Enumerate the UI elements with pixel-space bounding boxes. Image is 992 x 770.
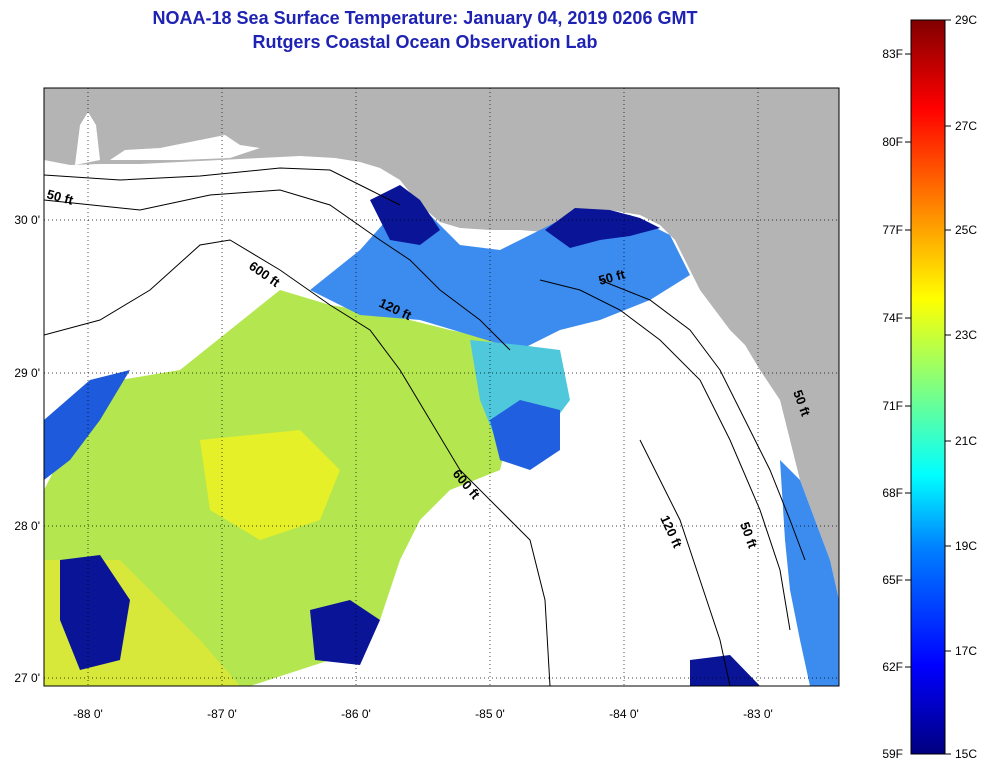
land-north [44, 88, 839, 600]
colorbar-f-label: 71F [882, 399, 903, 413]
colorbar-f-label: 80F [882, 135, 903, 149]
sst-se-dark [690, 655, 760, 686]
bay-mobile [75, 112, 100, 165]
x-tick-label: -84 0' [609, 707, 639, 721]
colorbar-f-label: 68F [882, 486, 903, 500]
sst-cool-strip [490, 400, 560, 470]
x-tick-label: -88 0' [73, 707, 103, 721]
colorbar-c-label: 15C [955, 747, 977, 761]
sst-nearshore-dark [545, 208, 660, 248]
graticule [44, 88, 839, 686]
map-title: NOAA-18 Sea Surface Temperature: January… [152, 8, 698, 28]
colorbar-c-label: 23C [955, 328, 977, 342]
sst-south-dark [310, 600, 380, 665]
colorbar-f-label: 65F [882, 573, 903, 587]
colorbar-f-label: 83F [882, 47, 903, 61]
contour-label: 50 ft [597, 266, 627, 288]
contour-label: 50 ft [45, 186, 75, 208]
x-tick-label: -83 0' [743, 707, 773, 721]
colorbar-c-label: 25C [955, 223, 977, 237]
colorbar-c-label: 29C [955, 13, 977, 27]
bathymetry-contours [44, 167, 806, 686]
bay-pensacola [110, 135, 260, 160]
x-tick-label: -87 0' [207, 707, 237, 721]
sst-yellow-patch [200, 430, 340, 540]
colorbar-c-label: 17C [955, 644, 977, 658]
colorbar-c-label: 21C [955, 434, 977, 448]
colorbar-f-label: 74F [882, 311, 903, 325]
colorbar-ticks [905, 19, 951, 755]
colorbar-f-label: 62F [882, 660, 903, 674]
y-tick-label: 27 0' [14, 671, 40, 685]
sst-nearshore-dark-2 [370, 185, 440, 245]
colorbar-f-label: 77F [882, 223, 903, 237]
colorbar-f-label: 59F [882, 747, 903, 761]
sst-coast-strip [780, 460, 839, 686]
map-border [43, 87, 840, 687]
x-tick-label: -86 0' [341, 707, 371, 721]
y-tick-label: 28 0' [14, 519, 40, 533]
map-subtitle: Rutgers Coastal Ocean Observation Lab [252, 32, 598, 52]
sst-west-cool-2 [60, 555, 130, 670]
colorbar-c-label: 27C [955, 119, 977, 133]
y-tick-label: 30 0' [14, 213, 40, 227]
sst-west-cool [44, 370, 130, 480]
x-tick-label: -85 0' [475, 707, 505, 721]
colorbar [910, 19, 946, 755]
y-tick-label: 29 0' [14, 366, 40, 380]
colorbar-c-label: 19C [955, 539, 977, 553]
